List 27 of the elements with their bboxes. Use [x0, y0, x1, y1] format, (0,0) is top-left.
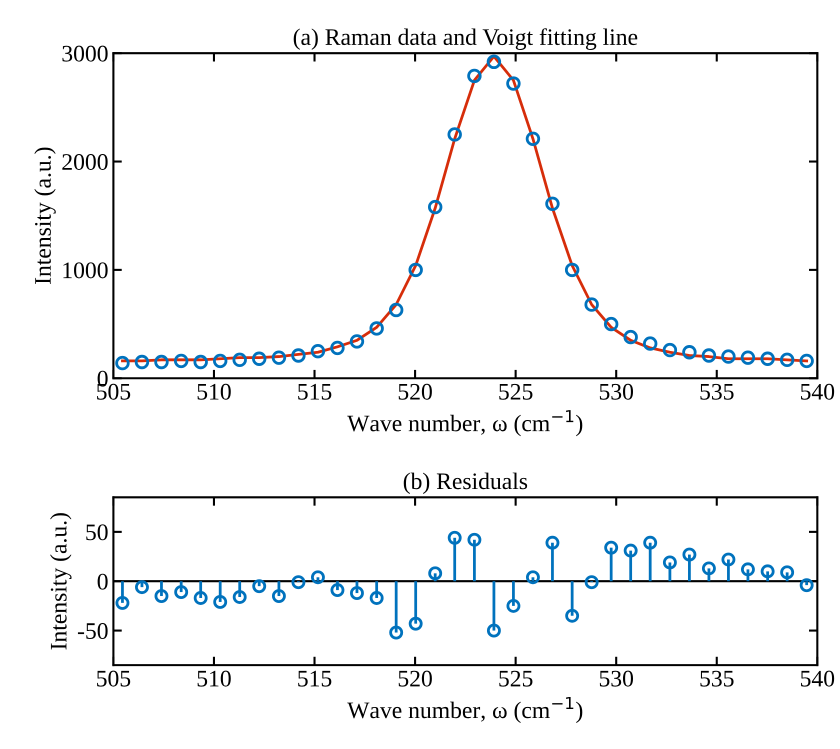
x-tick-label: 535 — [700, 384, 734, 400]
x-tick-label: 540 — [800, 384, 834, 400]
y-tick-label: 1000 — [63, 262, 108, 278]
chart-title: (a) Raman data and Voigt fitting line — [294, 28, 638, 50]
x-tick-label: 505 — [97, 670, 130, 687]
x-tick-label: 525 — [499, 384, 532, 400]
y-tick-label: -50 — [78, 623, 108, 639]
x-axis-title: Wave number, ω (cm$^{−1}$) — [347, 696, 582, 724]
x-tick-label: 520 — [398, 670, 432, 687]
x-tick-label: 540 — [800, 670, 834, 687]
x-tick-label: 515 — [298, 384, 332, 400]
y-tick-label: 2000 — [62, 154, 108, 170]
y-tick-label: 3000 — [62, 46, 108, 62]
x-tick-label: 525 — [499, 670, 532, 687]
x-tick-label: 520 — [398, 384, 432, 400]
y-axis-title: Intensity (a.u.) — [34, 148, 56, 284]
x-tick-label: 530 — [600, 670, 634, 687]
x-tick-label: 510 — [198, 384, 231, 400]
x-axis-title: Wave number, ω (cm$^{−1}$) — [347, 410, 582, 436]
x-tick-label: 510 — [198, 670, 231, 687]
x-tick-label: 515 — [298, 670, 332, 687]
x-tick-label: 530 — [600, 384, 634, 400]
y-axis-title: Intensity (a.u.) — [50, 513, 72, 650]
x-tick-label: 535 — [700, 670, 734, 687]
y-tick-label: 0 — [98, 574, 108, 590]
y-tick-label: 50 — [86, 524, 108, 540]
chart-title: (b) Residuals — [404, 472, 528, 494]
